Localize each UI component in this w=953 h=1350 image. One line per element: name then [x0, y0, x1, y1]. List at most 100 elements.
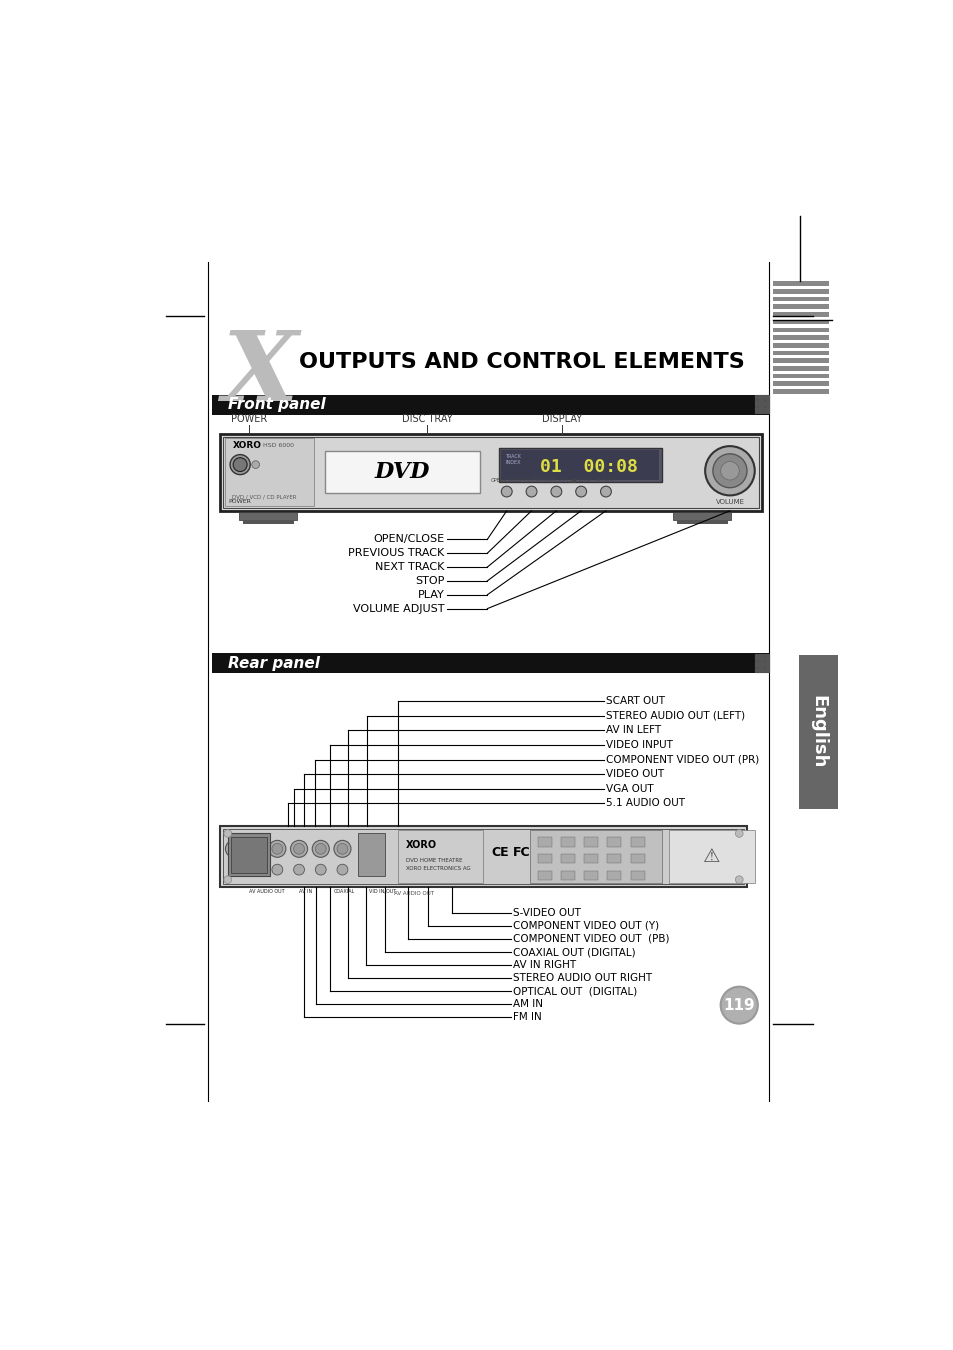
Text: DVD: DVD	[374, 460, 430, 483]
Text: FM IN: FM IN	[513, 1012, 541, 1022]
Bar	[537, 855, 551, 864]
Text: 119: 119	[722, 998, 754, 1012]
Text: 5.1 AUDIO OUT: 5.1 AUDIO OUT	[605, 798, 684, 809]
Bar	[220, 826, 746, 887]
Circle shape	[269, 840, 286, 857]
Bar	[772, 297, 828, 301]
Text: OUTPUTS AND CONTROL ELEMENTS: OUTPUTS AND CONTROL ELEMENTS	[298, 352, 744, 373]
Bar	[772, 335, 828, 340]
Circle shape	[315, 844, 326, 855]
Bar	[537, 837, 551, 846]
Text: OPTICAL OUT  (DIGITAL): OPTICAL OUT (DIGITAL)	[513, 987, 637, 996]
Text: X: X	[222, 327, 297, 421]
Circle shape	[229, 864, 239, 875]
Circle shape	[224, 830, 232, 837]
Text: DISC TRAY: DISC TRAY	[401, 414, 452, 424]
Text: DVD / VCD / CD PLAYER: DVD / VCD / CD PLAYER	[233, 494, 296, 499]
Circle shape	[336, 864, 348, 875]
Text: ► PLAY: ► PLAY	[597, 478, 614, 482]
Bar	[772, 281, 828, 286]
Text: COAXIAL: COAXIAL	[333, 888, 355, 894]
Text: PREVIOUS TRACK: PREVIOUS TRACK	[348, 548, 444, 558]
Bar	[669, 830, 754, 883]
Bar	[798, 655, 837, 809]
Bar	[397, 830, 483, 883]
Text: TRACK
INDEX: TRACK INDEX	[505, 454, 520, 464]
Text: VID IN/OUT: VID IN/OUT	[369, 888, 395, 894]
Text: AV IN LEFT: AV IN LEFT	[605, 725, 660, 736]
Text: NEXT TRACK: NEXT TRACK	[375, 562, 444, 572]
Bar	[673, 513, 731, 520]
Bar	[223, 829, 743, 884]
Circle shape	[312, 840, 329, 857]
Circle shape	[336, 844, 348, 855]
Text: AV IN RIGHT: AV IN RIGHT	[513, 960, 576, 971]
Bar	[324, 451, 479, 493]
Bar	[630, 855, 644, 864]
Bar	[583, 855, 598, 864]
Bar	[220, 433, 761, 510]
Text: OPEN/CLOSE: OPEN/CLOSE	[374, 535, 444, 544]
Bar	[772, 382, 828, 386]
Circle shape	[291, 840, 307, 857]
Text: COMPONENT VIDEO OUT  (PB): COMPONENT VIDEO OUT (PB)	[513, 934, 669, 944]
Bar	[231, 837, 267, 872]
Text: Rear panel: Rear panel	[228, 656, 319, 671]
Text: FC: FC	[513, 846, 530, 859]
Bar	[772, 312, 828, 317]
Circle shape	[272, 864, 282, 875]
Bar	[228, 833, 270, 876]
Circle shape	[712, 454, 746, 487]
Text: English: English	[808, 695, 826, 768]
Text: SCART OUT: SCART OUT	[605, 697, 664, 706]
Circle shape	[704, 446, 754, 495]
Bar	[772, 374, 828, 378]
Text: VOLUME: VOLUME	[715, 498, 743, 505]
Bar	[500, 450, 659, 481]
Circle shape	[735, 876, 742, 883]
Text: OPEN/CLOSE: OPEN/CLOSE	[491, 478, 521, 482]
Text: VGA OUT: VGA OUT	[605, 784, 653, 794]
Text: POWER: POWER	[229, 500, 252, 504]
Bar	[583, 871, 598, 880]
Bar	[772, 305, 828, 309]
Bar	[772, 343, 828, 347]
Text: DISPLAY: DISPLAY	[541, 414, 581, 424]
Bar	[772, 389, 828, 394]
Bar	[243, 520, 294, 524]
Circle shape	[720, 462, 739, 481]
Text: I<< PREV: I<< PREV	[519, 478, 543, 482]
Text: AV AUDIO OUT: AV AUDIO OUT	[249, 888, 284, 894]
Circle shape	[225, 840, 242, 857]
Text: CE: CE	[491, 846, 508, 859]
Circle shape	[500, 486, 512, 497]
Text: HSD 6000: HSD 6000	[263, 443, 294, 448]
Bar	[607, 837, 620, 846]
Bar	[212, 394, 768, 414]
Bar	[772, 358, 828, 363]
Bar	[530, 830, 661, 883]
Text: COMPONENT VIDEO OUT (PR): COMPONENT VIDEO OUT (PR)	[605, 755, 759, 764]
Text: AV AUDIO OUT: AV AUDIO OUT	[394, 891, 434, 896]
Text: STEREO AUDIO OUT (LEFT): STEREO AUDIO OUT (LEFT)	[605, 710, 744, 721]
Text: VIDEO OUT: VIDEO OUT	[605, 769, 663, 779]
Circle shape	[250, 844, 261, 855]
Circle shape	[233, 458, 247, 471]
Circle shape	[229, 844, 239, 855]
Bar	[630, 871, 644, 880]
Text: NEXT >>I: NEXT >>I	[543, 478, 568, 482]
Circle shape	[247, 840, 264, 857]
Bar	[537, 871, 551, 880]
Text: STEREO AUDIO OUT RIGHT: STEREO AUDIO OUT RIGHT	[513, 973, 652, 983]
Circle shape	[525, 486, 537, 497]
Text: ⚠: ⚠	[702, 846, 720, 867]
Circle shape	[250, 864, 261, 875]
Circle shape	[294, 864, 304, 875]
Bar	[772, 289, 828, 294]
Circle shape	[334, 840, 351, 857]
Circle shape	[294, 844, 304, 855]
Text: VIDEO INPUT: VIDEO INPUT	[605, 740, 672, 749]
Bar	[357, 833, 385, 876]
Text: XORO ELECTRONICS AG: XORO ELECTRONICS AG	[406, 865, 470, 871]
Text: DVD HOME THEATRE: DVD HOME THEATRE	[406, 857, 462, 863]
